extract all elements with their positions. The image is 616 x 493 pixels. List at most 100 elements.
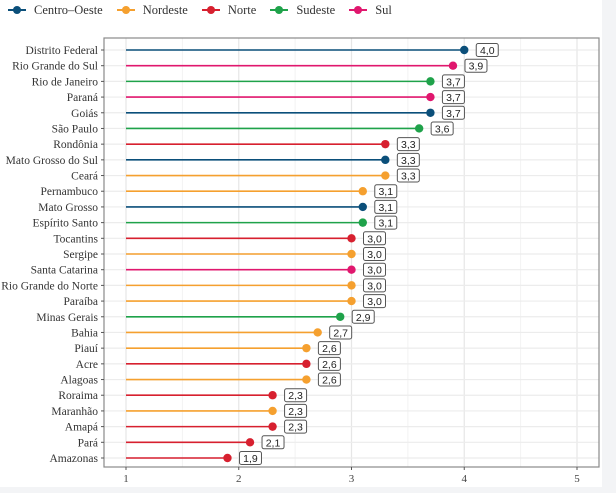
value-label: 3,0 [367,233,382,245]
lollipop-point [302,343,311,353]
value-label-box [317,356,341,371]
value-label-box [351,309,375,324]
value-label: 2,7 [333,327,348,339]
lollipop-point [347,234,356,243]
legend-label: Norte [227,2,257,17]
lollipop-point [381,139,390,149]
y-tick-label: Sergipe [63,249,98,261]
value-label-box [363,247,386,261]
value-label: 3,7 [446,92,461,104]
x-tick-label: 3 [349,473,355,485]
value-label: 3,1 [378,218,393,230]
value-label: 3,9 [469,61,484,73]
value-label: 3,1 [378,202,393,214]
value-label-box [441,74,465,89]
legend-key-icon [349,5,368,15]
y-tick-label: São Paulo [52,123,99,135]
y-tick-label: Amapá [65,422,98,434]
value-label-box [441,105,465,120]
value-label-box [363,231,386,246]
value-label-box [329,325,353,340]
legend-key-icon [201,5,220,15]
lollipop-point [358,202,367,212]
lollipop-point [358,218,367,227]
legend-label: Nordeste [142,2,188,17]
y-tick-label: Maranhão [51,406,98,418]
y-tick-label: Paraná [67,92,98,104]
lollipop-point [347,296,356,306]
value-label: 3,0 [367,249,382,261]
legend: Centro–Oeste Nordeste Norte Sudeste Sul [8,1,392,19]
y-tick-label: Tocantins [53,233,98,245]
legend-item: Norte [201,2,257,18]
value-label-box [374,184,398,199]
value-label: 3,3 [401,139,416,151]
y-tick-label: Rondônia [53,139,98,151]
value-label-box [363,262,386,277]
value-label-box [238,451,262,465]
value-label: 2,3 [288,422,303,434]
value-label-box [374,199,398,214]
lollipop-point [347,281,356,290]
y-tick-label: Goiás [71,108,98,120]
lollipop-point [223,453,232,463]
y-tick-label: Alagoas [60,375,98,387]
value-label: 2,1 [266,437,281,449]
lollipop-point [268,422,277,431]
y-tick-label: Mato Grosso do Sul [6,155,98,167]
value-label: 3,0 [367,280,382,292]
y-tick-label: Amazonas [49,453,98,465]
y-tick-label: Roraima [58,390,98,402]
lollipop-point [313,328,322,337]
value-label: 3,0 [367,296,382,308]
value-label: 3,7 [446,108,461,120]
value-label-box [284,419,308,434]
y-tick-label: Mato Grosso [38,202,98,214]
y-tick-label: Acre [76,359,98,371]
lollipop-point [245,438,255,447]
value-label-box [363,294,386,309]
value-label-box [284,403,308,418]
y-tick-label: Rio de Janeiro [32,76,99,88]
x-tick-label: 4 [462,473,468,485]
value-label: 3,1 [378,186,393,198]
lollipop-point [302,359,311,369]
value-label-box [317,372,341,387]
y-tick-label: Ceará [71,171,98,183]
value-label-box [464,58,488,73]
legend-key-icon [8,5,26,15]
lollipop-point [426,108,435,117]
y-tick-label: Minas Gerais [36,312,98,324]
lollipop-point [381,171,390,180]
y-tick-label: Bahia [71,327,98,339]
lollipop-point [358,187,367,196]
value-label: 2,3 [288,390,303,402]
y-tick-label: Pará [78,437,98,449]
lollipop-point [347,249,356,259]
value-label: 2,9 [356,312,371,324]
value-label: 3,3 [401,155,416,167]
lollipop-point [448,61,458,70]
lollipop-chart: Distrito Federal Rio Grande do Sul Rio de … [1,37,600,485]
value-label: 3,6 [435,123,450,135]
legend-key-icon [270,5,289,15]
lollipop-point [381,155,390,165]
y-tick-label: Paraíba [64,296,98,308]
x-tick-label: 1 [123,473,129,485]
value-label: 2,3 [288,406,303,418]
value-label: 2,6 [322,359,337,371]
chart-figure: Centro–Oeste Nordeste Norte Sudeste Sul Dist… [0,0,602,487]
lollipop-point [347,265,356,274]
legend-item: Centro–Oeste [8,3,103,18]
value-label-box [284,388,308,403]
value-label: 3,0 [367,265,382,277]
y-tick-label: Pernambuco [41,186,99,198]
y-tick-label: Rio Grande do Sul [12,61,98,73]
y-tick-label: Piauí [74,343,98,355]
value-label-box [374,215,398,230]
x-tick-label: 2 [236,473,242,485]
x-tick-label: 5 [574,473,580,485]
legend-item: Sudeste [270,3,335,18]
lollipop-point [460,45,469,55]
value-label: 3,3 [401,171,416,183]
